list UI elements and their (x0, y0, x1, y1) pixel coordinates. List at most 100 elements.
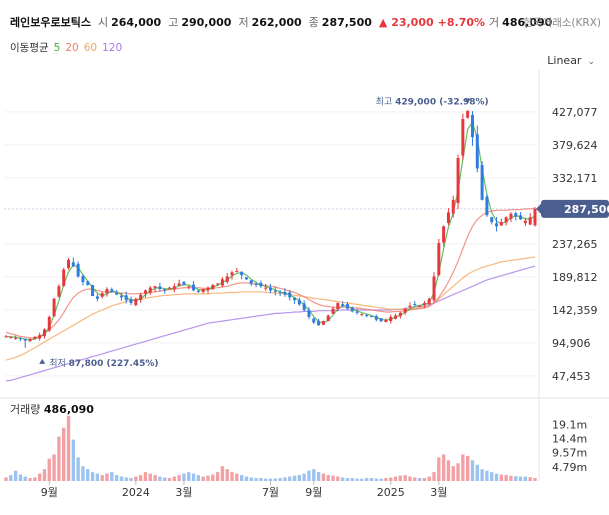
candle (480, 161, 484, 201)
ma-legend-120[interactable]: 120 (102, 42, 123, 54)
volume-bar (485, 470, 489, 481)
volume-bar (312, 469, 316, 481)
volume-bar (316, 472, 321, 481)
volume-bar (340, 477, 345, 481)
candle-body (18, 338, 22, 340)
candle-body (187, 286, 191, 288)
volume-bar (259, 478, 263, 481)
time-tick-label: 2025 (377, 486, 405, 499)
ma-legend-5[interactable]: 5 (53, 42, 61, 54)
volume-bar (364, 478, 369, 481)
open-value: 264,000 (111, 16, 162, 29)
candle (461, 113, 465, 161)
candle (143, 289, 147, 298)
candle (42, 328, 46, 339)
high-annotation-value: 429,000 (-32.98%) (395, 97, 489, 107)
candle-body (485, 196, 489, 216)
candle-body (499, 222, 503, 226)
candle (504, 216, 508, 226)
candle (446, 208, 450, 226)
candle (523, 217, 527, 227)
ma-legend-60[interactable]: 60 (83, 42, 98, 54)
scale-selector[interactable]: Linear ⌄ (547, 54, 595, 67)
candle-body (249, 280, 253, 284)
candle (28, 337, 32, 342)
candle (168, 286, 171, 289)
volume-bar (302, 473, 306, 481)
ma-legend-20[interactable]: 20 (65, 42, 79, 54)
stock-name[interactable]: 레인보우로보틱스 (10, 16, 91, 29)
candle-body (408, 305, 412, 308)
price-tick-label: 189,812 (552, 271, 598, 284)
volume-bar (398, 475, 403, 481)
candle (273, 286, 277, 296)
candle-body (374, 316, 378, 320)
candle-body (105, 289, 109, 294)
volume-title: 거래량 486,090 (10, 403, 94, 416)
volume-bar (288, 476, 292, 481)
high-annotation: 최고 429,000 (-32.98%) (376, 96, 489, 107)
time-tick-label: 9월 (305, 486, 322, 499)
volume-bar (456, 463, 460, 481)
volume-bar (182, 473, 186, 481)
candle (264, 283, 268, 291)
volume-title-label: 거래량 (10, 403, 44, 416)
candle-body (297, 299, 301, 305)
candle (100, 291, 104, 299)
candle-body (57, 286, 61, 297)
candle (326, 314, 330, 322)
volume-bar (374, 478, 378, 481)
price-annotations: 최고 429,000 (-32.98%) 최저 87,800 (227.45%) (39, 96, 489, 369)
time-tick-label: 3월 (430, 486, 447, 499)
moving-average-legend[interactable]: 이동평균 5 20 60 120 (10, 40, 127, 55)
volume-bar (470, 460, 475, 481)
candle (76, 261, 80, 278)
candle-body (418, 305, 422, 307)
candle (95, 293, 99, 302)
candle (192, 280, 196, 292)
volume-bar (393, 476, 398, 481)
volume-bar (220, 466, 225, 481)
volume-bar (167, 478, 172, 481)
candle (514, 211, 518, 221)
volume-bar (57, 436, 61, 481)
volume-bar (490, 472, 494, 481)
candle (490, 216, 494, 225)
candle-body (148, 287, 152, 293)
volume-bar (177, 475, 181, 481)
price-tick-label: 379,624 (552, 139, 598, 152)
candle-body (350, 307, 354, 312)
volume-bar (230, 472, 234, 481)
exchange-label: 한국거래소(KRX) (523, 17, 601, 29)
candle-body (14, 337, 18, 339)
volume-value: 486,090 (502, 16, 553, 29)
candle-body (124, 295, 128, 301)
price-tick-label: 142,359 (552, 304, 598, 317)
candle-body (307, 310, 311, 317)
volume-bar (148, 473, 152, 481)
volume-bar (105, 473, 109, 481)
candle (341, 301, 345, 307)
volume-bar (523, 476, 528, 481)
candle (365, 313, 369, 318)
candle-body (244, 277, 248, 280)
current-price-label: 287,500 (564, 203, 609, 216)
candle-body (523, 220, 527, 224)
candle (38, 332, 42, 341)
candle-body (143, 290, 147, 294)
candle (533, 207, 537, 227)
candle (86, 280, 90, 286)
price-tick-label: 47,453 (552, 370, 591, 383)
low-annotation: 최저 87,800 (227.45%) (49, 358, 158, 369)
close-value: 287,500 (321, 16, 372, 29)
volume-bar (379, 478, 383, 481)
candle-body (466, 110, 470, 118)
candle-body (158, 286, 162, 290)
candle-body (355, 311, 359, 313)
volume-bar (187, 472, 191, 481)
candle (321, 320, 325, 326)
candle (230, 270, 234, 280)
candle-body (446, 212, 450, 223)
candle-body (168, 287, 171, 289)
